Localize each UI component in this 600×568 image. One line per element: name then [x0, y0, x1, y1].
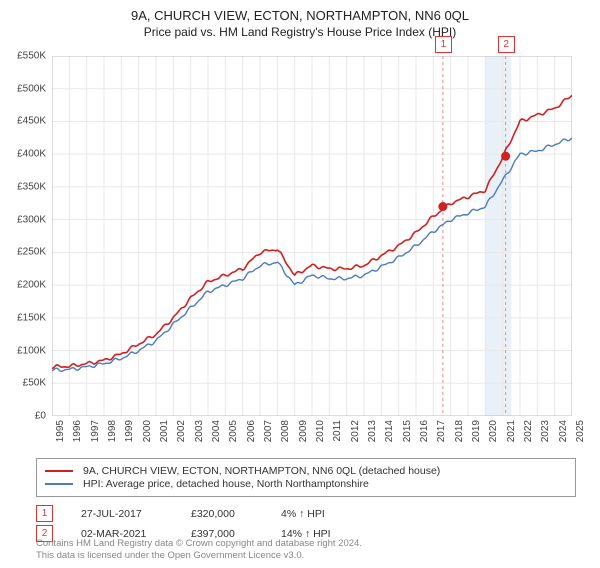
legend-item: 9A, CHURCH VIEW, ECTON, NORTHAMPTON, NN6… — [45, 465, 567, 477]
x-axis-label: 2015 — [402, 420, 413, 442]
x-axis-label: 2001 — [159, 420, 170, 442]
legend-swatch — [45, 483, 73, 485]
table-row: 1 27-JUL-2017 £320,000 4% ↑ HPI — [36, 505, 371, 522]
x-axis-label: 2016 — [419, 420, 430, 442]
y-axis-label: £300K — [6, 214, 46, 225]
transaction-date: 27-JUL-2017 — [81, 508, 191, 520]
x-axis-label: 2006 — [246, 420, 257, 442]
x-axis-label: 2018 — [454, 420, 465, 442]
y-axis-label: £250K — [6, 247, 46, 258]
y-axis-label: £500K — [6, 83, 46, 94]
y-axis-label: £350K — [6, 181, 46, 192]
legend-swatch — [45, 470, 73, 472]
x-axis-label: 2005 — [228, 420, 239, 442]
x-axis-label: 2010 — [315, 420, 326, 442]
legend-label: HPI: Average price, detached house, Nort… — [83, 478, 369, 490]
x-axis-label: 2008 — [280, 420, 291, 442]
x-axis-label: 2009 — [298, 420, 309, 442]
x-axis-label: 1998 — [107, 420, 118, 442]
legend-item: HPI: Average price, detached house, Nort… — [45, 478, 567, 490]
y-axis-label: £150K — [6, 312, 46, 323]
x-axis-label: 1995 — [55, 420, 66, 442]
x-axis-label: 2022 — [523, 420, 534, 442]
x-axis-label: 2023 — [540, 420, 551, 442]
chart-marker-badge: 2 — [498, 36, 515, 53]
legend-label: 9A, CHURCH VIEW, ECTON, NORTHAMPTON, NN6… — [83, 465, 440, 477]
legend: 9A, CHURCH VIEW, ECTON, NORTHAMPTON, NN6… — [36, 458, 576, 497]
page-title: 9A, CHURCH VIEW, ECTON, NORTHAMPTON, NN6… — [0, 8, 600, 23]
marker-badge: 1 — [36, 505, 53, 522]
chart-marker-badge: 1 — [435, 36, 452, 53]
x-axis-label: 2020 — [488, 420, 499, 442]
chart-svg — [52, 56, 572, 416]
x-axis-label: 2000 — [142, 420, 153, 442]
x-axis-label: 2012 — [350, 420, 361, 442]
x-axis-label: 2013 — [367, 420, 378, 442]
y-axis-label: £100K — [6, 345, 46, 356]
x-axis-label: 2011 — [332, 420, 343, 442]
x-axis-label: 1996 — [72, 420, 83, 442]
x-axis-label: 2003 — [194, 420, 205, 442]
x-axis-label: 1999 — [124, 420, 135, 442]
y-axis-label: £50K — [6, 378, 46, 389]
x-axis-label: 2019 — [471, 420, 482, 442]
y-axis-label: £400K — [6, 149, 46, 160]
x-axis-label: 2017 — [436, 420, 447, 442]
x-axis-label: 2025 — [575, 420, 586, 442]
x-axis-label: 2007 — [263, 420, 274, 442]
y-axis-label: £450K — [6, 116, 46, 127]
y-axis-label: £0 — [6, 411, 46, 422]
x-axis-label: 1997 — [90, 420, 101, 442]
x-axis-label: 2002 — [176, 420, 187, 442]
y-axis-label: £550K — [6, 51, 46, 62]
y-axis-label: £200K — [6, 280, 46, 291]
transaction-delta: 4% ↑ HPI — [281, 508, 371, 520]
x-axis-label: 2004 — [211, 420, 222, 442]
x-axis-label: 2014 — [384, 420, 395, 442]
chart: £0£50K£100K£150K£200K£250K£300K£350K£400… — [52, 56, 572, 416]
footnote: Contains HM Land Registry data © Crown c… — [36, 538, 362, 562]
transaction-price: £320,000 — [191, 508, 281, 520]
x-axis-label: 2021 — [506, 420, 517, 442]
x-axis-label: 2024 — [558, 420, 569, 442]
